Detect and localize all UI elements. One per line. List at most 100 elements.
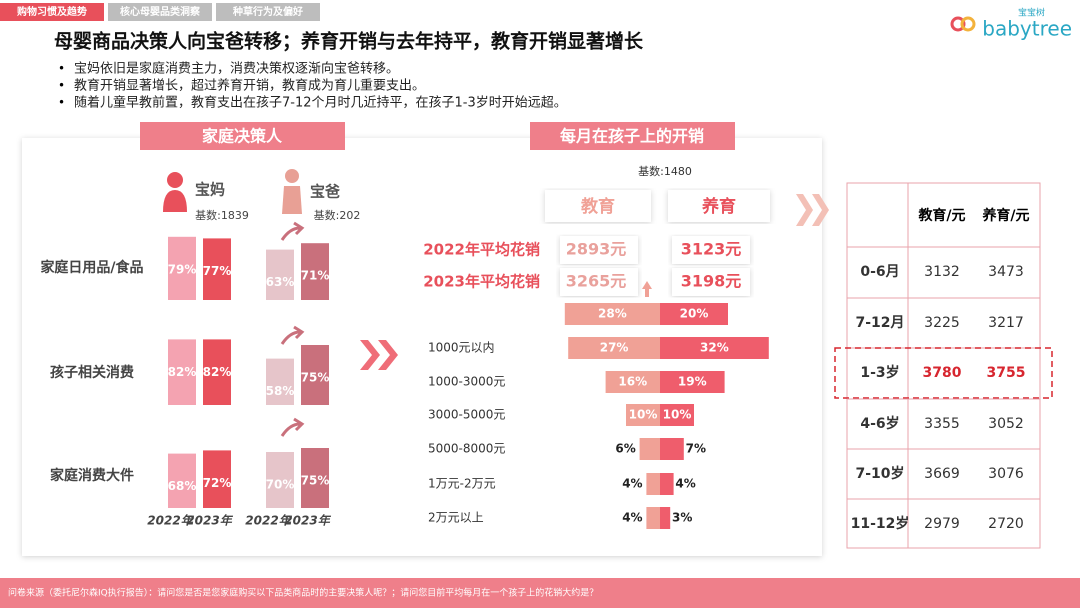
avg-value: 2893元 (566, 240, 627, 259)
category: 家庭消费大件 (50, 467, 134, 484)
table-cell: 3132 (924, 264, 960, 280)
funnel-bar (605, 371, 660, 393)
funnel-bar (660, 473, 674, 495)
funnel-label: 32% (700, 341, 729, 355)
group-base: 基数:1839 (195, 209, 249, 222)
right-base: 基数:1480 (638, 165, 692, 178)
funnel-bar (660, 507, 671, 529)
table-cell: 1-3岁 (860, 364, 899, 381)
table-cell: 7-12月 (855, 315, 904, 331)
tab[interactable] (0, 3, 104, 21)
group-name: 宝爸 (310, 183, 340, 201)
funnel-label: 28% (598, 307, 627, 321)
avg-bg (672, 268, 750, 296)
bar (203, 450, 231, 508)
table-cell: 3217 (988, 315, 1024, 331)
bar (168, 453, 196, 508)
category: 家庭日用品/食品 (40, 259, 143, 276)
bar (301, 345, 329, 405)
highlight-box (834, 347, 1053, 399)
table-cell: 3780 (923, 365, 962, 381)
bar (266, 249, 294, 300)
bar (266, 358, 294, 405)
table-cell: 3355 (924, 416, 960, 432)
table-head: 教育/元 (918, 207, 965, 224)
mom-icon (163, 190, 187, 212)
bullet-dot: • (58, 96, 65, 110)
bar-label: 75% (301, 371, 330, 385)
col-head-bg (668, 190, 770, 222)
group-base: 基数:202 (314, 209, 361, 222)
funnel-label: 4% (675, 477, 695, 491)
year-label: 2023年 (284, 514, 331, 528)
title: 母婴商品决策人向宝爸转移；养育开销与去年持平，教育开销显著增长 (54, 30, 644, 53)
bar-label: 58% (266, 384, 295, 398)
col-head: 教育 (580, 196, 615, 217)
avg-value: 3265元 (566, 272, 627, 291)
funnel-bar (626, 404, 660, 426)
table-cell: 3669 (924, 466, 960, 482)
mom-icon (167, 172, 183, 188)
funnel-label: 19% (678, 375, 707, 389)
bar-label: 75% (301, 474, 330, 488)
tab-label: 核心母婴品类洞察 (120, 5, 201, 18)
bar-label: 70% (266, 478, 295, 492)
year-label: 2022年 (147, 514, 194, 528)
bar-label: 79% (168, 262, 197, 276)
footer-bg (0, 578, 1080, 608)
bullet: 宝妈依旧是家庭消费主力，消费决策权逐渐向宝爸转移。 (74, 61, 399, 77)
table-cell: 4-6岁 (860, 415, 899, 432)
trend-arrow (280, 325, 305, 345)
category: 孩子相关消费 (50, 364, 134, 381)
bar (168, 339, 196, 405)
bullet-dot: • (58, 62, 65, 76)
bar-label: 71% (301, 269, 330, 283)
avg-bg (560, 236, 638, 264)
funnel-category: 3000-5000元 (428, 408, 505, 422)
funnel-bar (646, 507, 660, 529)
bar (203, 339, 231, 405)
chevron (796, 194, 829, 226)
bar (203, 238, 231, 300)
avg-label: 2022年平均花销 (423, 241, 540, 259)
table-cell: 11-12岁 (851, 515, 910, 532)
bar-label: 68% (168, 479, 197, 493)
funnel-label: 20% (680, 307, 709, 321)
funnel-label: 27% (600, 341, 629, 355)
funnel-bar (639, 438, 660, 460)
table-cell: 0-6月 (860, 264, 899, 280)
avg-bg (560, 268, 638, 296)
col-head-bg (545, 190, 651, 222)
trend-arrow (280, 221, 305, 241)
left-header-bg (140, 122, 345, 150)
bullet-dot: • (58, 79, 65, 93)
right-header: 每月在孩子上的开销 (560, 127, 704, 146)
table-cell: 3755 (987, 365, 1026, 381)
funnel-bar (568, 337, 660, 359)
chevron (360, 340, 398, 370)
logo-icon (960, 16, 976, 32)
table-border (846, 182, 1041, 549)
bar (301, 448, 329, 508)
avg-value: 3198元 (681, 272, 742, 291)
bar-label: 77% (203, 264, 232, 278)
bar (168, 236, 196, 300)
funnel-category: 1000-3000元 (428, 375, 505, 389)
table-cell: 3473 (988, 264, 1024, 280)
funnel-bar (660, 371, 725, 393)
funnel-bar (660, 438, 684, 460)
funnel-bar (660, 404, 694, 426)
year-label: 2022年 (245, 514, 292, 528)
bar (301, 243, 329, 300)
tab-label: 种草行为及偏好 (232, 5, 303, 18)
tab[interactable] (108, 3, 212, 21)
year-label: 2023年 (186, 514, 233, 528)
funnel-category: 1000元以内 (428, 341, 495, 355)
avg-bg (672, 236, 750, 264)
bar-label: 82% (168, 365, 197, 379)
dad-icon (282, 186, 302, 214)
table-cell: 3052 (988, 416, 1024, 432)
dad-icon (285, 169, 299, 183)
tab[interactable] (216, 3, 320, 21)
